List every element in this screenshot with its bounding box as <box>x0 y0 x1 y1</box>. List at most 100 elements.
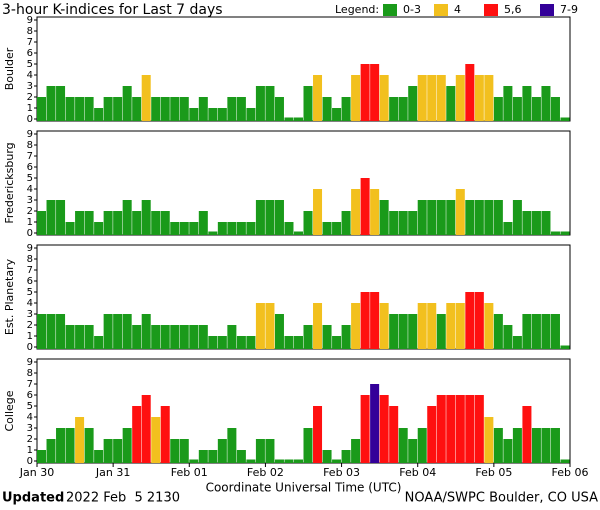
legend-label: 5,6 <box>504 3 522 16</box>
bar <box>531 97 541 121</box>
bar <box>455 303 465 349</box>
bar <box>75 417 85 463</box>
x-axis-label: Coordinate Universal Time (UTC) <box>206 481 402 495</box>
bar <box>313 189 323 235</box>
y-tick-label: 8 <box>27 368 33 379</box>
y-tick-label: 9 <box>27 129 33 140</box>
bar <box>189 222 199 235</box>
bar <box>246 108 256 121</box>
bar <box>303 325 313 349</box>
legend-swatch <box>540 4 554 16</box>
bar <box>522 314 532 349</box>
bar <box>132 406 142 463</box>
bar <box>255 439 265 463</box>
y-tick-label: 8 <box>27 26 33 37</box>
x-tick-label: Feb 05 <box>475 466 512 479</box>
bar <box>75 211 85 235</box>
bar <box>531 314 541 349</box>
x-tick-label: Feb 06 <box>552 466 589 479</box>
bar <box>389 97 399 121</box>
y-tick-label: 0 <box>27 342 33 353</box>
bar <box>541 86 551 121</box>
bar <box>56 314 66 349</box>
bar <box>446 86 456 121</box>
bar <box>313 75 323 121</box>
y-tick-label: 2 <box>27 92 33 103</box>
y-tick-label: 1 <box>27 217 33 228</box>
legend-label: 4 <box>454 3 461 16</box>
y-axis-label: College <box>3 390 16 431</box>
bar <box>493 428 503 463</box>
bar <box>417 75 427 121</box>
y-tick-label: 4 <box>27 184 33 195</box>
y-tick-label: 2 <box>27 434 33 445</box>
bar <box>512 97 522 121</box>
bar <box>512 336 522 349</box>
legend-swatch <box>484 4 498 16</box>
y-axis-label: Est. Planetary <box>3 258 16 335</box>
bar <box>370 189 380 235</box>
bar <box>293 117 303 121</box>
bar <box>37 211 47 235</box>
bar <box>303 428 313 463</box>
bar <box>236 222 246 235</box>
bar <box>455 395 465 463</box>
bar <box>465 200 475 235</box>
bar <box>56 200 66 235</box>
bar <box>246 336 256 349</box>
bar <box>208 450 218 463</box>
bar <box>332 222 342 235</box>
bar <box>84 97 94 121</box>
bar <box>436 395 446 463</box>
bar <box>103 439 113 463</box>
bar <box>560 231 570 235</box>
bar <box>341 211 351 235</box>
bar <box>46 314 56 349</box>
bar <box>160 211 170 235</box>
bar <box>170 325 180 349</box>
bar <box>474 292 484 349</box>
y-axis-label: Boulder <box>3 47 16 90</box>
legend-label: 7-9 <box>560 3 578 16</box>
y-tick-label: 3 <box>27 423 33 434</box>
bar <box>332 459 342 463</box>
bar <box>75 97 85 121</box>
bar <box>398 97 408 121</box>
bar <box>322 450 332 463</box>
bar <box>303 86 313 121</box>
bar <box>56 428 66 463</box>
y-tick-label: 8 <box>27 254 33 265</box>
bar <box>227 325 237 349</box>
bar <box>484 200 494 235</box>
bar <box>417 303 427 349</box>
bar <box>332 108 342 121</box>
bar <box>217 336 227 349</box>
y-tick-label: 2 <box>27 320 33 331</box>
bar <box>198 325 208 349</box>
bar <box>398 314 408 349</box>
bar <box>322 222 332 235</box>
bar <box>274 314 284 349</box>
bar <box>455 75 465 121</box>
y-tick-label: 3 <box>27 195 33 206</box>
bar <box>265 303 275 349</box>
bar <box>446 303 456 349</box>
bar <box>427 303 437 349</box>
x-tick-label: Jan 30 <box>19 466 54 479</box>
bar <box>379 75 389 121</box>
y-tick-label: 9 <box>27 15 33 26</box>
bar <box>379 395 389 463</box>
bar <box>170 222 180 235</box>
bar <box>484 75 494 121</box>
bar <box>455 189 465 235</box>
bar <box>503 222 513 235</box>
y-tick-label: 7 <box>27 151 33 162</box>
bar <box>227 428 237 463</box>
bar <box>208 108 218 121</box>
bar <box>170 439 180 463</box>
bar <box>141 314 151 349</box>
bar <box>493 314 503 349</box>
bar <box>141 200 151 235</box>
bar <box>322 97 332 121</box>
bar <box>436 314 446 349</box>
